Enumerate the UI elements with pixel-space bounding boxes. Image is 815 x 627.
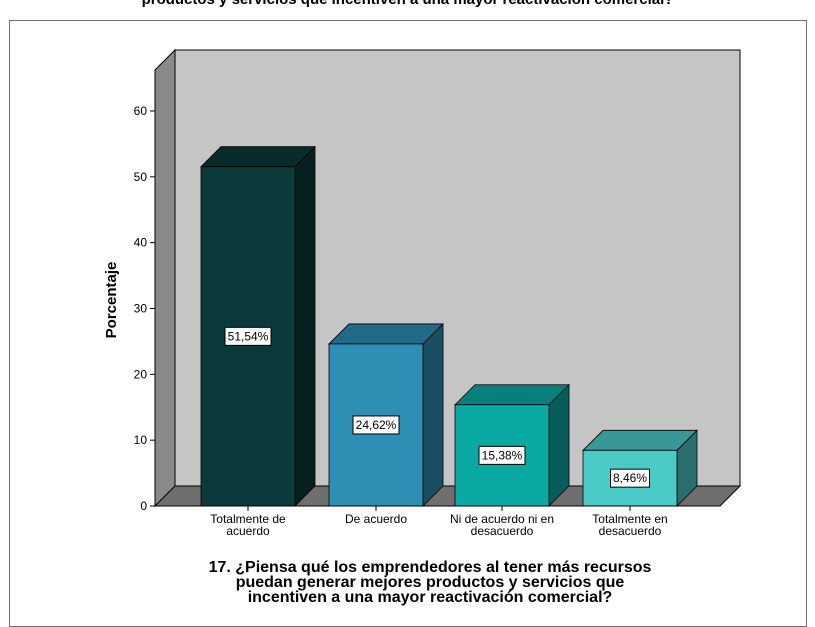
x-tick-label: desacuerdo <box>599 524 662 538</box>
y-tick-label: 30 <box>134 302 148 316</box>
bar-top <box>329 324 443 344</box>
y-tick-label: 0 <box>140 499 147 513</box>
y-tick-label: 20 <box>134 367 148 381</box>
bar-side <box>423 324 443 506</box>
x-axis-title-line-1: 17. ¿Piensa qué los emprendedores al ten… <box>130 560 730 575</box>
x-axis-title-line-2: puedan generar mejores productos y servi… <box>130 575 730 590</box>
x-tick-label: De acuerdo <box>345 512 407 526</box>
bar-side <box>549 385 569 506</box>
bar-side <box>295 147 315 506</box>
data-label: 15,38% <box>482 448 523 462</box>
x-tick-label: desacuerdo <box>471 524 534 538</box>
data-label: 24,62% <box>356 418 397 432</box>
y-tick-label: 60 <box>134 104 148 118</box>
bar-top <box>455 385 569 405</box>
data-label: 51,54% <box>228 329 269 343</box>
y-tick-label: 50 <box>134 170 148 184</box>
side-wall <box>155 50 175 506</box>
y-axis-title: Porcentaje <box>103 262 120 339</box>
x-axis-title: 17. ¿Piensa qué los emprendedores al ten… <box>130 560 730 605</box>
bar-top <box>583 430 697 450</box>
y-tick-label: 10 <box>134 433 148 447</box>
x-axis-title-line-3: incentiven a una mayor reactivación come… <box>130 590 730 605</box>
y-tick-label: 40 <box>134 236 148 250</box>
bar-top <box>201 147 315 167</box>
x-tick-label: acuerdo <box>226 524 270 538</box>
data-label: 8,46% <box>613 471 647 485</box>
